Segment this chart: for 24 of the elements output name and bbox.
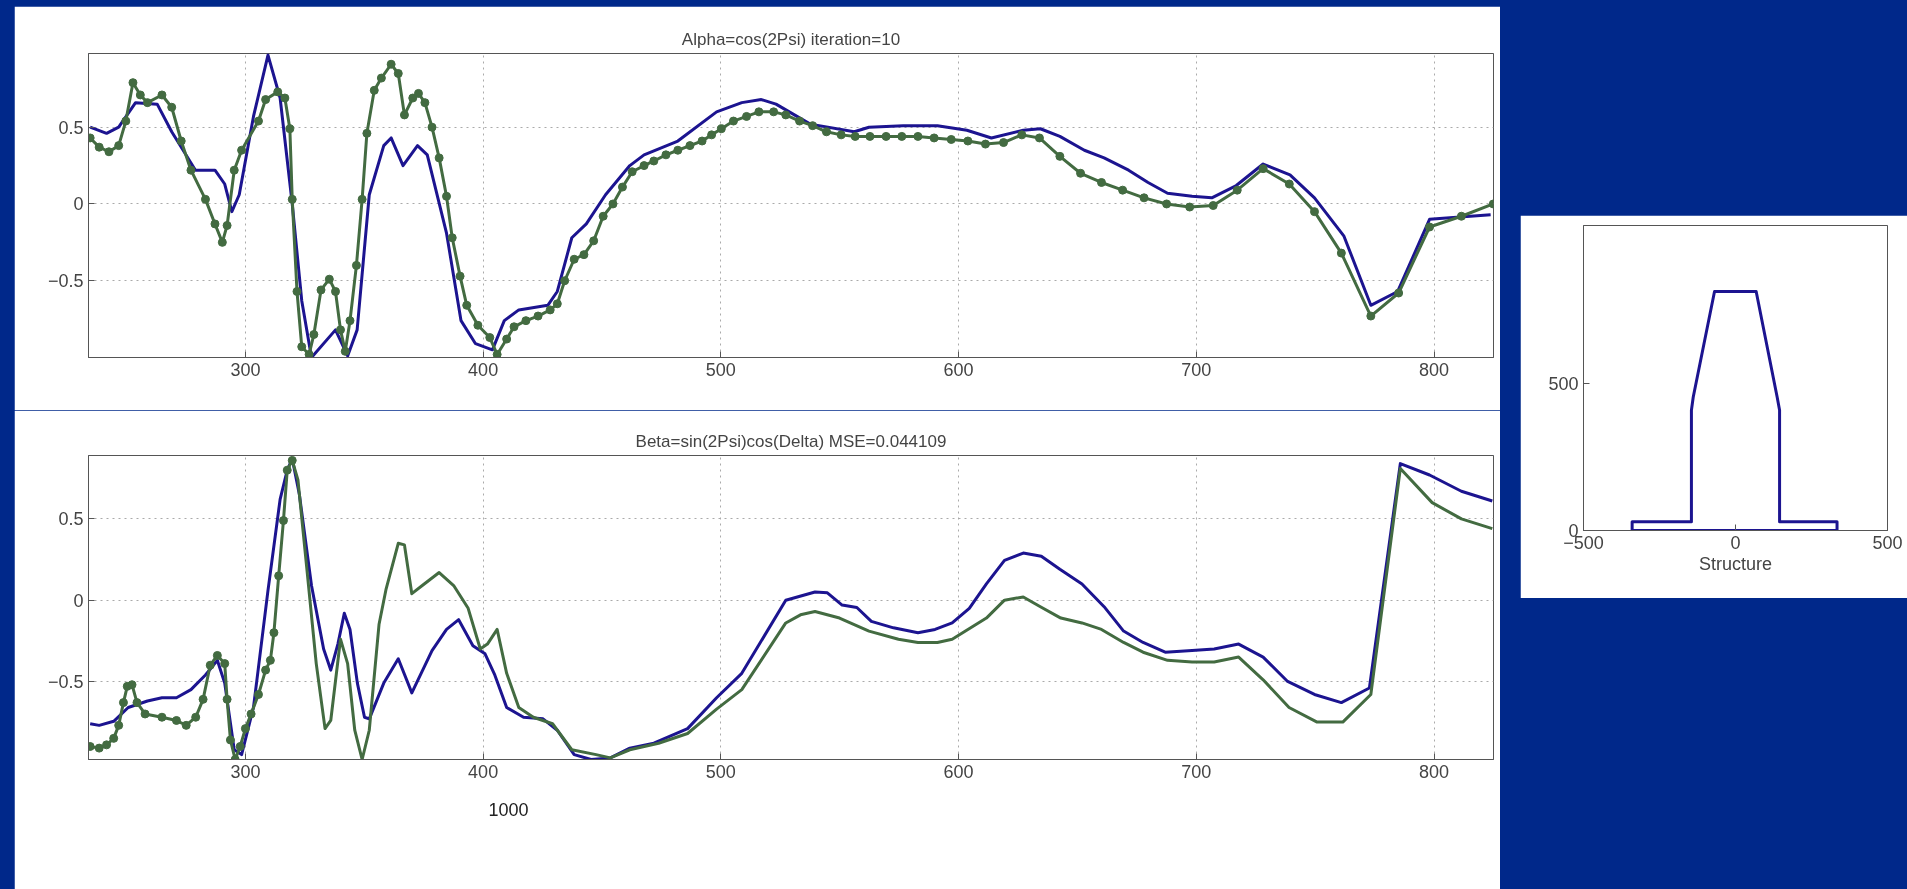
y-tick-label: 0 bbox=[73, 194, 84, 215]
x-tick-label: 600 bbox=[943, 761, 974, 782]
x-axis-title: Structure bbox=[1698, 553, 1773, 574]
x-tick-label: 300 bbox=[230, 761, 261, 782]
x-tick-label: 300 bbox=[230, 359, 261, 380]
x-tick-label: 800 bbox=[1419, 761, 1450, 782]
x-tick-label: 500 bbox=[705, 359, 736, 380]
y-tick-label: 0.5 bbox=[58, 509, 84, 530]
y-tick-label: 0.5 bbox=[58, 117, 84, 138]
x-tick-label: 700 bbox=[1181, 359, 1212, 380]
x-tick-label: 400 bbox=[468, 761, 499, 782]
y-tick-label: 0 bbox=[73, 590, 84, 611]
chart-title: Alpha=cos(2Psi) iteration=10 bbox=[681, 29, 901, 49]
x-tick-label: 500 bbox=[705, 761, 736, 782]
text: 1000 bbox=[488, 799, 529, 820]
x-tick-label: 600 bbox=[943, 359, 974, 380]
chart-title: Beta=sin(2Psi)cos(Delta) MSE=0.044109 bbox=[635, 431, 947, 451]
x-tick-label: 400 bbox=[468, 359, 499, 380]
x-tick-label: 500 bbox=[1872, 532, 1903, 553]
x-tick-label: 700 bbox=[1181, 761, 1212, 782]
x-tick-label: 0 bbox=[1730, 532, 1741, 553]
y-tick-label: −0.5 bbox=[47, 271, 84, 292]
y-tick-label: −0.5 bbox=[47, 671, 84, 692]
x-tick-label: 800 bbox=[1419, 359, 1450, 380]
